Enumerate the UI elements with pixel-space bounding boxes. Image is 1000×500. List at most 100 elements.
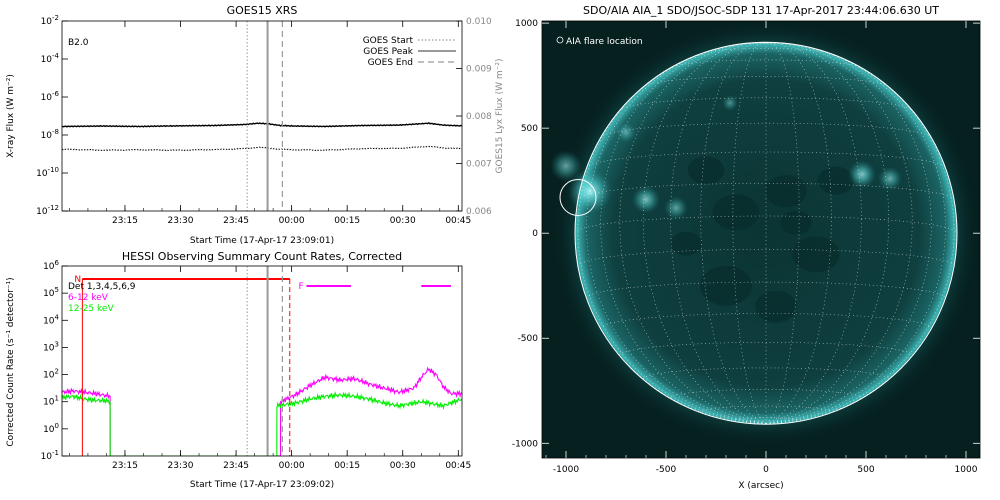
goes-y-tick-label: 10-2 [41, 14, 59, 27]
aia-x-tick-label: -1000 [553, 465, 579, 475]
aia-dark-region [670, 231, 702, 256]
aia-y-tick-label: -1000 [512, 439, 538, 449]
x-tick-label: 23:30 [168, 461, 194, 471]
aia-y-tick-label: 500 [521, 124, 538, 134]
aia-active-region [568, 169, 612, 214]
aia-dark-region [817, 166, 855, 195]
hessi-y-tick-label: 104 [43, 313, 59, 326]
aia-limb [574, 41, 958, 425]
hessi-y-tick-label: 103 [43, 340, 59, 353]
goes-y-tick-label: 10-6 [41, 90, 60, 103]
aia-grid-longitude [732, 41, 767, 424]
goes-right-tick-label: 0.009 [466, 65, 492, 75]
hessi-panel: HESSI Observing Summary Count Rates, Cor… [6, 250, 471, 490]
x-tick-label: 00:45 [445, 461, 471, 471]
aia-dark-region [700, 265, 752, 306]
x-tick-label: 23:15 [112, 216, 138, 226]
hessi-flare-label: F [298, 282, 303, 292]
aia-grid-longitude [765, 42, 946, 424]
aia-x-ticks: -1000 -500 0 500 1000 [545, 21, 978, 475]
aia-dark-region [765, 175, 807, 208]
hessi-y-label: Corrected Count Rate (s⁻¹ detector⁻¹) [6, 277, 16, 446]
aia-dark-region [755, 290, 797, 323]
hessi-y-tick-label: 10-1 [41, 449, 59, 462]
hessi-legend-label: Det 1,3,4,5,6,9 [68, 282, 136, 292]
goes-title: GOES15 XRS [227, 4, 298, 17]
hessi-y-ticks: 10-1 100 101 102 103 104 105 106 [41, 259, 68, 462]
hessi-markers: NF [74, 275, 451, 456]
hessi-series-low [62, 366, 462, 456]
goes-y-tick-label: 10-12 [36, 204, 59, 217]
hessi-y-tick-label: 102 [43, 368, 59, 381]
aia-active-region [878, 166, 902, 191]
hessi-legend-label: 6-12 keV [68, 293, 109, 303]
aia-title: SDO/AIA AIA_1 SDO/JSOC-SDP 131 17-Apr-20… [583, 4, 939, 17]
hessi-y-tick-label: 100 [43, 422, 59, 435]
aia-x-label: X (arcsec) [738, 481, 783, 491]
goes-x-ticks: 23:15 23:30 23:45 00:00 00:15 00:30 00:45 [69, 21, 471, 226]
aia-x-tick-label: -500 [656, 465, 677, 475]
goes-legend-label: GOES End [368, 58, 413, 68]
aia-panel: SDO/AIA AIA_1 SDO/JSOC-SDP 131 17-Apr-20… [512, 4, 981, 491]
x-tick-label: 00:15 [334, 461, 360, 471]
aia-frame [541, 20, 981, 459]
aia-active-region [722, 94, 738, 111]
goes-right-tick-label: 0.007 [466, 160, 492, 170]
aia-dark-region [780, 210, 812, 235]
hessi-lines [62, 366, 462, 456]
x-tick-label: 23:30 [168, 216, 194, 226]
goes-right-tick-label: 0.006 [466, 207, 492, 217]
goes-lines [62, 121, 462, 152]
aia-y-tick-label: -500 [518, 334, 539, 344]
aia-active-region [616, 122, 636, 143]
x-tick-label: 23:15 [112, 461, 138, 471]
hessi-x-ticks: 23:15 23:30 23:45 00:00 00:15 00:30 00:45 [69, 266, 471, 471]
x-tick-label: 00:30 [390, 461, 416, 471]
goes-y-tick-label: 10-10 [36, 166, 59, 179]
goes-right-tick-label: 0.008 [466, 112, 492, 122]
goes-y-tick-label: 10-4 [41, 52, 60, 65]
x-tick-label: 00:30 [390, 216, 416, 226]
hessi-event-lines [246, 266, 283, 456]
goes-legend-label: GOES Peak [363, 47, 413, 57]
goes-y-label: X-ray Flux (W m⁻²) [6, 74, 16, 158]
aia-grid-longitude [586, 42, 767, 424]
aia-active-region [664, 195, 688, 220]
goes-annotation: B2.0 [68, 38, 89, 48]
hessi-series-high [62, 390, 462, 456]
aia-grid-latitude [619, 97, 913, 111]
aia-grid-latitude [600, 313, 932, 329]
x-tick-label: 00:45 [445, 216, 471, 226]
goes-series-solid [62, 121, 462, 128]
aia-annotation-circle-icon [556, 36, 564, 44]
aia-active-region [632, 185, 660, 214]
goes-y-ticks: 10-12 10-10 10-8 10-6 10-4 10-2 [36, 14, 68, 217]
aia-active-region [848, 160, 876, 189]
aia-grid-longitude [765, 41, 800, 424]
aia-grid-longitude [765, 42, 955, 424]
hessi-y-tick-label: 105 [43, 286, 59, 299]
goes-right-tick-label: 0.010 [466, 17, 492, 27]
aia-dark-region [792, 236, 840, 273]
goes-series-dotted [62, 145, 462, 152]
aia-active-region [550, 149, 582, 182]
x-tick-label: 23:45 [223, 216, 249, 226]
aia-grid-latitude [619, 342, 913, 356]
aia-y-ticks: -1000 -500 0 500 1000 [512, 19, 980, 449]
hessi-y-tick-label: 106 [43, 259, 59, 272]
aia-annotation: AIA flare location [566, 37, 643, 47]
hessi-night-label: N [74, 275, 81, 285]
aia-annotation-group: AIA flare location [556, 36, 643, 47]
goes-event-lines [246, 21, 283, 211]
hessi-frame [61, 265, 463, 457]
goes-x-label: Start Time (17-Apr-17 23:09:01) [190, 236, 334, 246]
x-tick-label: 23:45 [223, 461, 249, 471]
aia-image [542, 21, 980, 458]
goes-y-right-label: GOES15 Lyx Flux (W m⁻²) [495, 59, 505, 174]
goes-y-right-ticks: 0.006 0.007 0.008 0.009 0.010 [456, 17, 492, 217]
aia-x-tick-label: 500 [857, 465, 874, 475]
aia-flare-circle [559, 178, 597, 216]
